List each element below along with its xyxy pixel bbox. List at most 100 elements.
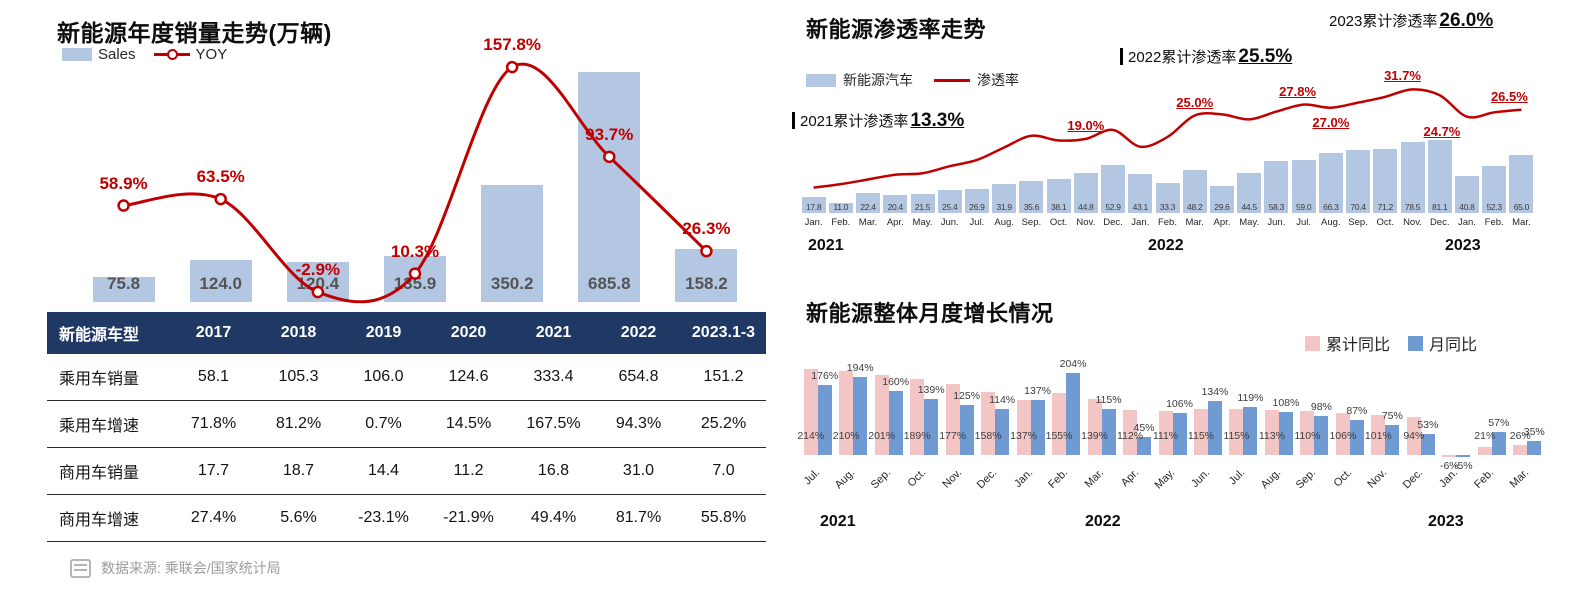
month-label: Mar.: [858, 217, 878, 228]
month-label: Feb.: [1046, 466, 1071, 491]
cumulative-yoy-bar: [803, 369, 818, 455]
annotation-2023-value: 26.0%: [1439, 10, 1494, 31]
cumulative-yoy-bar: [1193, 409, 1208, 455]
sales-bar: [675, 249, 738, 302]
month-label: Dec.: [1103, 217, 1123, 228]
sales-bar: [481, 184, 544, 302]
nev-sales-bar: [964, 188, 989, 213]
table-row-label: 商用车增速: [47, 494, 171, 542]
sales-bar: [189, 260, 252, 302]
cumulative-yoy-value: 158%: [974, 430, 1002, 442]
table-cell: 55.8%: [681, 494, 766, 542]
table-cell: 49.4%: [511, 494, 596, 542]
nev-sales-bar-value: 52.9: [1105, 202, 1121, 212]
penetration-point-value: 31.7%: [1384, 68, 1421, 84]
annotation-2022-prefix: 2022累计渗透率: [1128, 49, 1237, 66]
cumulative-yoy-value: 189%: [903, 430, 931, 442]
monthly-yoy-value: 115%: [1095, 394, 1122, 406]
sales-legend-swatch: [62, 48, 92, 61]
month-label: Mar.: [1507, 466, 1532, 491]
line-point-marker: [408, 267, 422, 280]
nev-sales-bar: [1019, 180, 1044, 213]
table-cell: 0.7%: [341, 400, 426, 448]
table-cell: 81.7%: [596, 494, 681, 542]
month-label: Sep.: [1294, 466, 1319, 492]
nev-sales-bar-value: 43.1: [1132, 202, 1149, 212]
monthly-yoy-value: 204%: [1059, 358, 1087, 371]
month-label: Oct.: [905, 466, 929, 490]
cumulative-yoy-bar: [910, 379, 925, 455]
month-label: May.: [912, 217, 933, 228]
table-cell: 16.8: [511, 447, 596, 495]
table-cell: 94.3%: [596, 400, 681, 448]
cumulative-yoy-bar: [1513, 444, 1528, 455]
monthly-yoy-value: 125%: [953, 390, 981, 402]
nev-sales-bar: [910, 193, 935, 213]
cumulative-yoy-value: 115%: [1223, 430, 1250, 442]
table-col-header: 2018: [256, 312, 341, 354]
month-label: Apr.: [886, 217, 904, 228]
table-row: 商用车销量 17.7 18.7 14.4 11.2 16.8 31.0 7.0: [47, 447, 766, 495]
cumulative-yoy-bar: [1052, 393, 1067, 455]
month-label: Oct.: [1049, 217, 1068, 228]
month-label: Apr.: [1213, 217, 1231, 228]
cumulative-yoy-value: 201%: [868, 430, 896, 442]
nev-sales-bar: [1264, 160, 1289, 213]
penetration-legend: 新能源汽车 渗透率: [806, 70, 1019, 90]
nev-sales-bar: [1291, 159, 1316, 213]
table-cell: 27.4%: [171, 494, 256, 542]
table-cell: 333.4: [511, 354, 596, 401]
nev-sales-bar-value: 40.8: [1459, 202, 1475, 212]
cumulative-yoy-bar: [981, 391, 996, 455]
cumulative-yoy-bar: [1123, 410, 1138, 455]
annotation-2021: 2021累计渗透率 13.3%: [792, 110, 964, 132]
penetration-point-value: 27.8%: [1279, 83, 1317, 99]
month-label: Jul.: [1296, 217, 1311, 228]
annotation-2023-prefix: 2023累计渗透率: [1329, 13, 1438, 30]
month-label: Sep.: [1348, 217, 1368, 228]
table-cell: 124.6: [426, 354, 511, 401]
monthly-yoy-bar: [1385, 425, 1400, 455]
monthly-yoy-bar: [1207, 401, 1222, 455]
monthly-yoy-bar: [1278, 411, 1293, 455]
month-label: Aug.: [832, 466, 858, 492]
table-cell: 105.3: [256, 354, 341, 401]
nev-sales-bar: [1155, 183, 1180, 213]
monthly-growth-title: 新能源整体月度增长情况: [806, 301, 1054, 326]
yoy-value: 10.3%: [390, 241, 440, 261]
nev-sales-bar: [1509, 154, 1534, 213]
cumulative-yoy-bar: [1264, 409, 1279, 455]
cumulative-yoy-value: -6%: [1439, 460, 1459, 473]
nev-sales-bar-value: 59.0: [1295, 202, 1312, 212]
month-label: Nov.: [939, 466, 964, 491]
month-label: May.: [1151, 466, 1177, 492]
yoy-legend-label: YOY: [195, 46, 228, 63]
yoy-value: 26.3%: [682, 219, 731, 239]
cumulative-yoy-value: 26%: [1509, 430, 1531, 442]
annotation-divider-icon: [1120, 48, 1123, 65]
monthly-yoy-value: 134%: [1201, 386, 1229, 399]
month-label: Feb.: [831, 217, 851, 228]
monthly-yoy-bar: [853, 377, 868, 455]
nev-sales-bar: [1427, 140, 1452, 213]
cumulative-yoy-value: 210%: [832, 430, 860, 442]
table-cell: 71.8%: [171, 400, 256, 448]
month-label: Jun.: [1189, 466, 1213, 490]
table-cell: 58.1: [171, 354, 256, 401]
sales-bar: [92, 276, 155, 302]
nev-sales-bar-value: 44.8: [1078, 202, 1094, 212]
annual-sales-legend: Sales YOY: [62, 46, 227, 63]
cumulative-yoy-bar: [1477, 446, 1492, 455]
cumulative-yoy-bar: [945, 384, 960, 455]
monthly-yoy-value: 114%: [989, 394, 1016, 407]
nev-sales-bar-value: 58.3: [1268, 202, 1285, 212]
table-cell: 167.5%: [511, 400, 596, 448]
annual-sales-table: 新能源车型 2017 2018 2019 2020 2021 2022 2023.1-3 乘用车…: [47, 312, 766, 542]
nev-sales-bar: [937, 190, 962, 213]
nev-sales-bar: [1128, 174, 1153, 213]
monthly-yoy-value: 106%: [1166, 397, 1193, 410]
monthly-yoy-value: -5%: [1453, 460, 1473, 472]
nev-sales-bar-value: 21.5: [914, 202, 931, 212]
table-cell: 151.2: [681, 354, 766, 401]
